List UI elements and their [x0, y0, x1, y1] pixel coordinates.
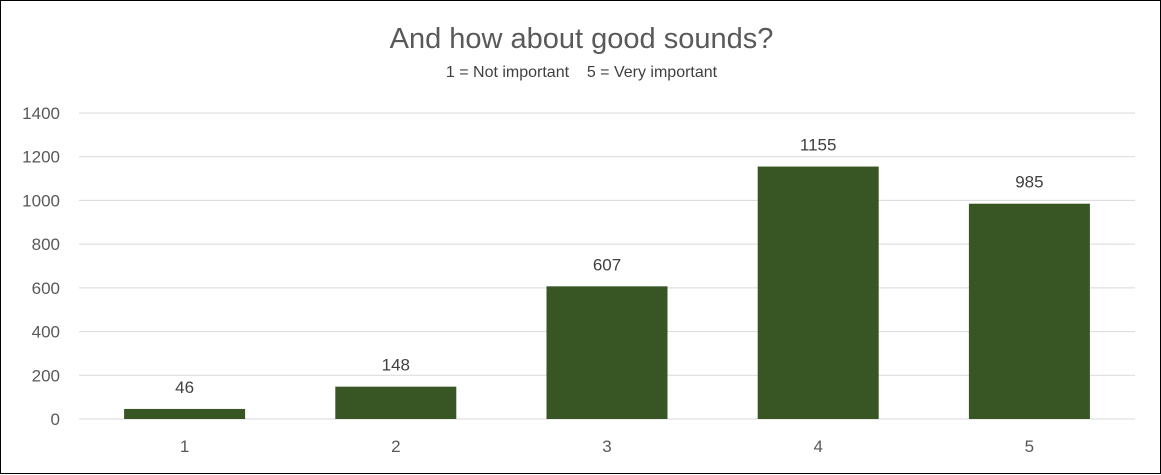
bar-1	[124, 408, 246, 419]
data-label: 985	[1015, 173, 1043, 192]
bar-3	[546, 286, 668, 419]
bar-2	[335, 386, 457, 419]
bar-4	[757, 166, 879, 419]
chart-subtitle: 1 = Not important 5 = Very important	[445, 64, 718, 81]
y-axis-ticks: 0 200 400 600 800 1000 1200 1400	[22, 104, 60, 429]
x-tick-label: 1	[180, 437, 189, 456]
x-tick-label: 2	[391, 437, 400, 456]
y-tick-label: 200	[32, 366, 60, 385]
data-labels: 46 148 607 1155 985	[175, 136, 1043, 397]
x-tick-label: 4	[813, 437, 822, 456]
y-tick-label: 800	[32, 235, 60, 254]
y-tick-label: 1000	[22, 191, 60, 210]
y-tick-label: 1200	[22, 148, 60, 167]
data-label: 148	[382, 356, 410, 375]
data-label: 1155	[800, 136, 837, 155]
x-tick-label: 5	[1025, 437, 1034, 456]
x-tick-label: 3	[602, 437, 611, 456]
x-axis-ticks: 1 2 3 4 5	[180, 437, 1034, 456]
data-label: 46	[175, 378, 194, 397]
data-label: 607	[593, 255, 621, 274]
chart-title: And how about good sounds?	[389, 23, 774, 55]
y-tick-label: 1400	[22, 104, 60, 123]
bar-5	[968, 203, 1090, 419]
y-tick-label: 600	[32, 279, 60, 298]
y-tick-label: 0	[51, 410, 60, 429]
bars	[124, 166, 1090, 419]
y-tick-label: 400	[32, 323, 60, 342]
